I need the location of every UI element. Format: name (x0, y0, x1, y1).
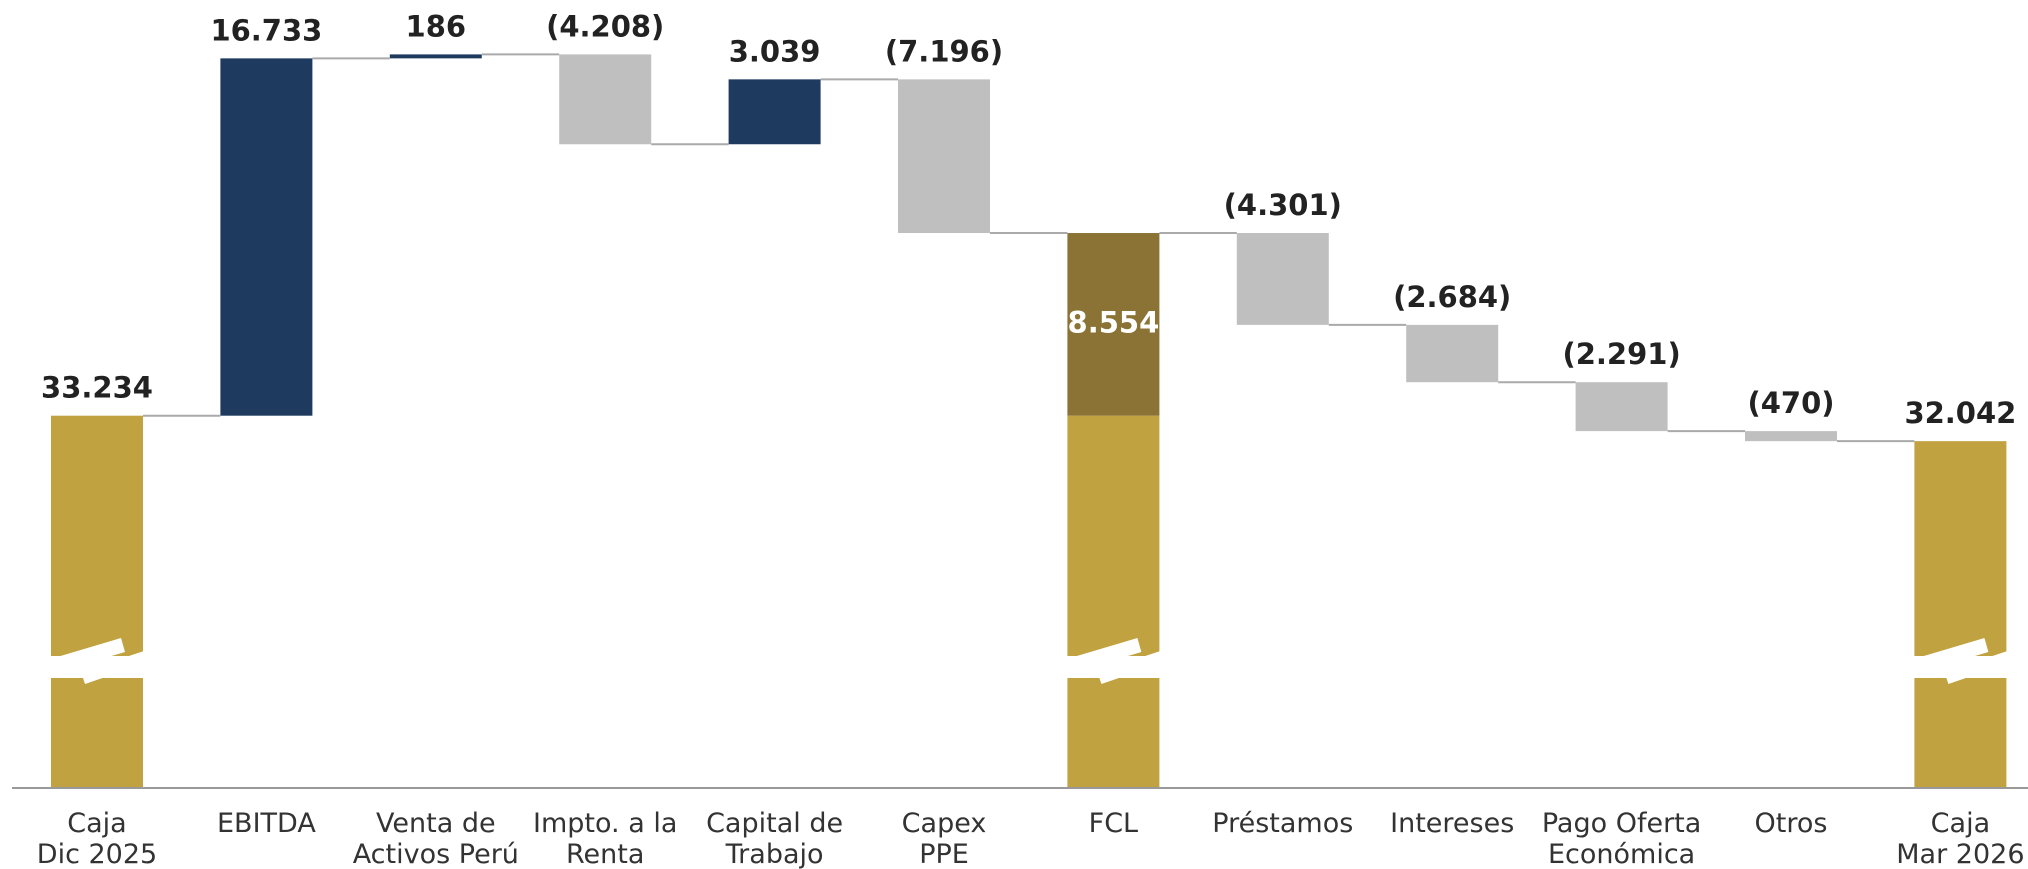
value-label: 33.234 (41, 371, 153, 405)
x-tick-label: Capex PPE (902, 808, 987, 869)
x-tick-label: Caja Dic 2025 (37, 808, 157, 869)
axis-break-mark (1063, 638, 1142, 674)
x-tick-label: FCL (1089, 808, 1138, 839)
x-tick-label: Capital de Trabajo (706, 808, 843, 869)
bar (559, 54, 652, 145)
value-label: 16.733 (210, 13, 322, 47)
bar (51, 415, 143, 788)
x-tick-label: Pago Oferta Económica (1542, 808, 1701, 869)
bar-base (1067, 415, 1160, 788)
value-label: (4.208) (546, 9, 664, 43)
bar (1575, 382, 1668, 432)
x-tick-label: Impto. a la Renta (533, 808, 677, 869)
value-label: 186 (406, 9, 467, 43)
bar (728, 79, 821, 145)
value-label: 32.042 (1904, 396, 2016, 430)
bar (389, 54, 482, 59)
x-tick-label: Préstamos (1212, 808, 1353, 839)
bar (1745, 431, 1837, 442)
bar (1067, 233, 1160, 416)
axis-break-mark (1097, 650, 1166, 684)
value-label: (2.684) (1393, 280, 1511, 314)
value-label: (2.291) (1562, 337, 1680, 371)
x-tick-label: Venta de Activos Perú (353, 808, 519, 869)
axis-break-mark (47, 638, 125, 674)
value-label: (470) (1747, 386, 1834, 420)
axis-break-mark (1944, 650, 2013, 684)
x-tick-label: Intereses (1390, 808, 1514, 839)
x-tick-label: EBITDA (217, 808, 316, 839)
x-tick-label: Otros (1755, 808, 1828, 839)
bar (898, 79, 990, 234)
bar (1236, 233, 1329, 325)
axis-break-mark (81, 650, 149, 684)
bar (1914, 441, 2007, 788)
value-label: 3.039 (729, 34, 821, 68)
value-label: 8.554 (1068, 305, 1160, 339)
bar (220, 58, 313, 416)
bar (1406, 324, 1499, 383)
value-label: (7.196) (885, 34, 1003, 68)
value-label: (4.301) (1224, 188, 1342, 222)
axis-break-mark (1910, 638, 1989, 674)
x-tick-label: Caja Mar 2026 (1896, 808, 2024, 869)
